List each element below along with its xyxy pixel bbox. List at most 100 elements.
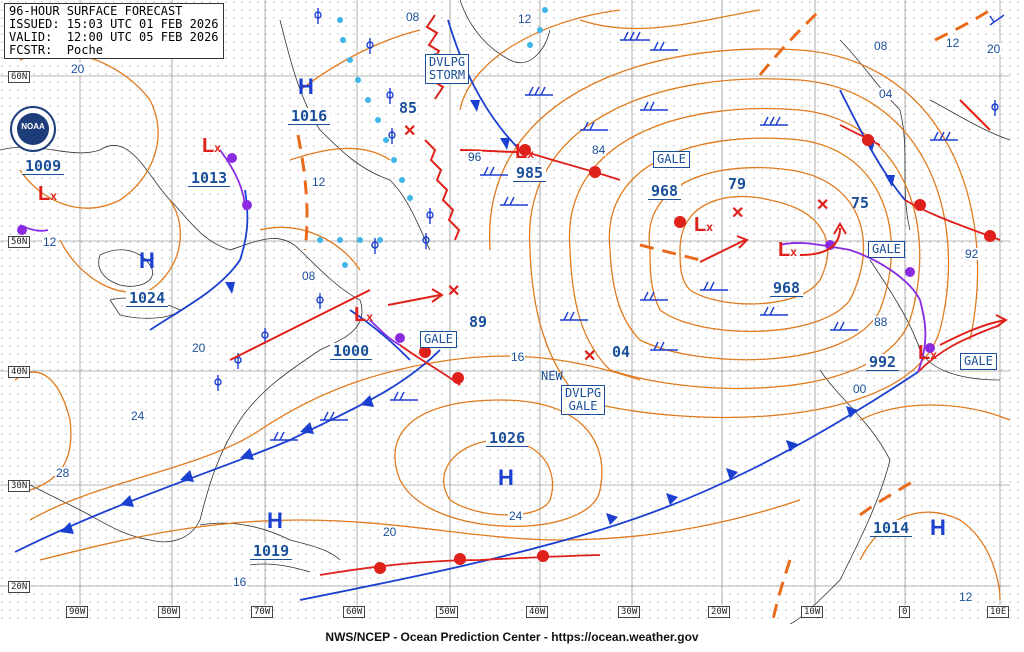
low-pressure-value: 992 <box>866 354 900 371</box>
isobar-label: 08 <box>405 10 421 24</box>
high-pressure-symbol: H <box>139 248 155 273</box>
lon-label-70w: 70W <box>251 606 274 618</box>
low-pressure-symbol: Lx <box>918 342 937 364</box>
lon-label-60w: 60W <box>343 606 366 618</box>
high-pressure-value: 1026 <box>486 430 529 447</box>
warm-front-bumps <box>374 134 996 574</box>
troughs <box>296 8 991 625</box>
graticule <box>0 0 1010 605</box>
low-pressure-value: 968 <box>770 280 804 297</box>
developing-gale-label: DVLPG GALE <box>561 385 606 415</box>
high-pressure-value: 1019 <box>250 543 293 560</box>
center-pressure-label: 79 <box>728 175 747 193</box>
lon-label-30w: 30W <box>618 606 641 618</box>
noaa-logo-text: NOAA <box>21 122 45 131</box>
low-pressure-symbol: Lx <box>38 183 57 205</box>
lon-label-40w: 40W <box>526 606 549 618</box>
lon-label-10e: 10E <box>987 606 1010 618</box>
isobar-label: 28 <box>55 466 71 480</box>
storm-warning-line1: DVLPG <box>429 55 466 69</box>
forecast-position-x: ✕ <box>583 348 597 365</box>
lon-label-20w: 20W <box>708 606 731 618</box>
forecast-position-x: ✕ <box>731 205 745 222</box>
developing-gale-line1: DVLPG <box>565 386 602 400</box>
low-pressure-symbol: Lx <box>694 214 713 236</box>
isobar-label: 12 <box>945 36 961 50</box>
storm-warning-label: DVLPG STORM <box>425 54 470 84</box>
isobar-label: 88 <box>873 315 889 329</box>
forecast-header: 96-HOUR SURFACE FORECAST ISSUED: 15:03 U… <box>4 3 224 59</box>
footer-credit: NWS/NCEP - Ocean Prediction Center - htt… <box>0 624 1024 652</box>
low-pressure-value: 968 <box>648 183 682 200</box>
forecaster: FCSTR: Poche <box>9 43 103 57</box>
high-pressure-symbol: H <box>498 465 514 490</box>
low-pressure-value: 985 <box>513 165 547 182</box>
low-pressure-symbol: Lx <box>778 239 797 261</box>
lat-label-30n: 30N <box>8 480 31 492</box>
low-pressure-symbol: Lx <box>202 135 221 157</box>
center-pressure-label: 04 <box>612 343 631 361</box>
lon-label-0: 0 <box>899 606 911 618</box>
cold-fronts <box>14 19 919 601</box>
gale-warning-label: GALE <box>868 241 905 258</box>
ice-edge <box>317 7 548 268</box>
isobar-label: 12 <box>311 175 327 189</box>
heavy-freezing-spray <box>229 14 991 361</box>
isobar-label: 92 <box>964 247 980 261</box>
wind-barbs <box>270 14 1005 441</box>
isobar-label: 16 <box>510 350 526 364</box>
isobar-label: 96 <box>467 150 483 164</box>
lon-label-10w: 10W <box>801 606 824 618</box>
isobar-label: 04 <box>878 87 894 101</box>
isobar-label: 08 <box>301 269 317 283</box>
lon-label-90w: 90W <box>66 606 89 618</box>
isobar-label: 20 <box>382 525 398 539</box>
gale-warning-label: GALE <box>653 151 690 168</box>
forecast-title: 96-HOUR SURFACE FORECAST <box>9 4 183 18</box>
forecast-position-x: ✕ <box>403 123 417 140</box>
isobar-label: 12 <box>42 235 58 249</box>
high-pressure-symbol: H <box>930 515 946 540</box>
valid-time: VALID: 12:00 UTC 05 FEB 2026 <box>9 30 219 44</box>
center-pressure-label: 75 <box>851 194 870 212</box>
developing-gale-line2: GALE <box>568 399 598 413</box>
low-pressure-value: 1000 <box>330 343 373 360</box>
new-gale-prefix: NEW <box>541 369 563 383</box>
isobar-label: 12 <box>958 590 974 604</box>
low-pressure-symbol: Lx <box>515 141 534 163</box>
isobar-label: 08 <box>873 39 889 53</box>
center-pressure-label: 85 <box>399 99 418 117</box>
freezing-spray-symbols <box>214 8 999 391</box>
lat-label-40n: 40N <box>8 366 31 378</box>
low-pressure-symbol: Lx <box>354 304 373 326</box>
high-pressure-value: 1016 <box>288 108 331 125</box>
lon-label-50w: 50W <box>436 606 459 618</box>
low-pressure-value: 1009 <box>22 158 65 175</box>
high-pressure-value: 1014 <box>870 520 913 537</box>
gale-warning-label: GALE <box>960 353 997 370</box>
lat-label-20n: 20N <box>8 581 31 593</box>
isobar-label: 20 <box>986 42 1002 56</box>
high-pressure-symbol: H <box>298 74 314 99</box>
isobar-label: 24 <box>130 409 146 423</box>
high-pressure-symbol: H <box>267 508 283 533</box>
gale-warning-label: GALE <box>420 331 457 348</box>
isobar-label: 00 <box>852 382 868 396</box>
isobar-label: 20 <box>70 62 86 76</box>
low-pressure-value: 1013 <box>188 170 231 187</box>
high-pressure-value: 1024 <box>126 290 169 307</box>
storm-warning-line2: STORM <box>429 68 466 82</box>
isobar-label: 84 <box>591 143 607 157</box>
forecast-position-x: ✕ <box>447 283 461 300</box>
isobar-label: 16 <box>232 575 248 589</box>
isobar-label: 20 <box>191 341 207 355</box>
noaa-logo: NOAA <box>10 106 56 152</box>
center-pressure-label: 89 <box>469 313 488 331</box>
lat-label-60n: 60N <box>8 71 31 83</box>
issued-time: ISSUED: 15:03 UTC 01 FEB 2026 <box>9 17 219 31</box>
isobar-label: 24 <box>508 509 524 523</box>
lat-label-50n: 50N <box>8 236 31 248</box>
storm-tracks <box>387 149 1008 346</box>
lon-label-80w: 80W <box>158 606 181 618</box>
